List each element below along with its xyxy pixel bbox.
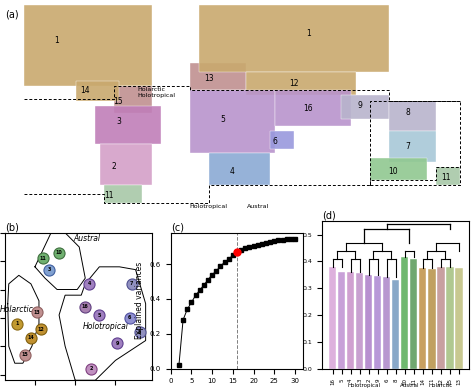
Polygon shape <box>270 130 294 149</box>
Polygon shape <box>24 5 152 85</box>
Text: Austral: Austral <box>74 234 101 243</box>
Text: Holarctic: Holarctic <box>0 305 34 314</box>
Bar <box>356 274 363 369</box>
Text: Holotropical: Holotropical <box>348 383 381 388</box>
Text: 16: 16 <box>82 304 89 309</box>
Polygon shape <box>95 106 161 144</box>
Text: Holotropical: Holotropical <box>82 322 128 331</box>
Text: 3: 3 <box>47 267 51 272</box>
Text: 12: 12 <box>37 327 45 332</box>
Polygon shape <box>104 185 142 203</box>
Polygon shape <box>389 130 436 162</box>
Bar <box>401 257 409 369</box>
Text: 8: 8 <box>138 329 141 334</box>
Text: 12: 12 <box>289 79 299 88</box>
Y-axis label: Explained variances: Explained variances <box>135 262 144 340</box>
Bar <box>374 276 382 369</box>
Polygon shape <box>370 158 427 180</box>
Polygon shape <box>341 95 389 119</box>
Bar <box>419 268 427 369</box>
Text: 6: 6 <box>128 315 131 320</box>
Text: Austral: Austral <box>400 383 419 388</box>
Text: 11: 11 <box>40 256 46 261</box>
Bar <box>392 280 400 369</box>
Text: 2: 2 <box>111 162 116 171</box>
Text: 1: 1 <box>306 29 310 38</box>
Bar <box>329 267 336 369</box>
Text: Austral: Austral <box>246 204 269 209</box>
Text: (a): (a) <box>5 9 18 19</box>
Polygon shape <box>436 166 460 185</box>
Bar <box>383 277 391 369</box>
Text: (d): (d) <box>322 210 336 220</box>
Text: 15: 15 <box>21 352 28 357</box>
Text: Holarctic: Holarctic <box>137 87 165 92</box>
Polygon shape <box>76 81 118 101</box>
Text: 1: 1 <box>15 321 18 326</box>
Bar <box>447 267 454 369</box>
Text: 15: 15 <box>114 97 123 106</box>
Text: 5: 5 <box>220 115 225 124</box>
Bar <box>438 267 445 369</box>
Text: 4: 4 <box>230 166 235 175</box>
Text: 11: 11 <box>441 173 450 182</box>
Text: Holotropical: Holotropical <box>137 93 175 98</box>
Text: 11: 11 <box>104 191 114 200</box>
Polygon shape <box>190 90 275 153</box>
Text: 7: 7 <box>405 142 410 151</box>
Text: Holarctic: Holarctic <box>429 383 453 388</box>
Polygon shape <box>209 153 270 185</box>
Text: 6: 6 <box>273 137 277 146</box>
Text: 9: 9 <box>116 341 119 346</box>
Text: 1: 1 <box>55 36 59 45</box>
Text: 14: 14 <box>27 335 34 340</box>
Polygon shape <box>275 90 351 126</box>
Text: 14: 14 <box>81 85 90 95</box>
Polygon shape <box>114 85 152 113</box>
Text: (c): (c) <box>171 222 183 232</box>
Text: 10: 10 <box>56 250 63 255</box>
Text: 13: 13 <box>34 310 40 315</box>
Polygon shape <box>190 63 246 90</box>
Text: (b): (b) <box>5 222 18 232</box>
Text: 3: 3 <box>116 117 121 126</box>
Polygon shape <box>199 5 389 72</box>
Polygon shape <box>100 144 152 185</box>
Bar <box>365 275 372 369</box>
Polygon shape <box>246 72 356 95</box>
Bar <box>428 269 436 369</box>
Polygon shape <box>389 101 436 130</box>
Text: 9: 9 <box>358 101 363 110</box>
Text: 5: 5 <box>98 312 101 317</box>
Text: 13: 13 <box>204 74 213 83</box>
Bar <box>410 259 418 369</box>
Bar <box>456 268 463 369</box>
Text: 2: 2 <box>90 366 93 371</box>
Text: 4: 4 <box>88 281 91 286</box>
Bar <box>347 272 354 369</box>
Text: 16: 16 <box>303 104 313 113</box>
Text: 10: 10 <box>389 166 398 175</box>
Text: Holotropical: Holotropical <box>190 204 228 209</box>
Text: 7: 7 <box>130 281 133 286</box>
Bar <box>338 272 345 369</box>
Text: 8: 8 <box>405 108 410 117</box>
